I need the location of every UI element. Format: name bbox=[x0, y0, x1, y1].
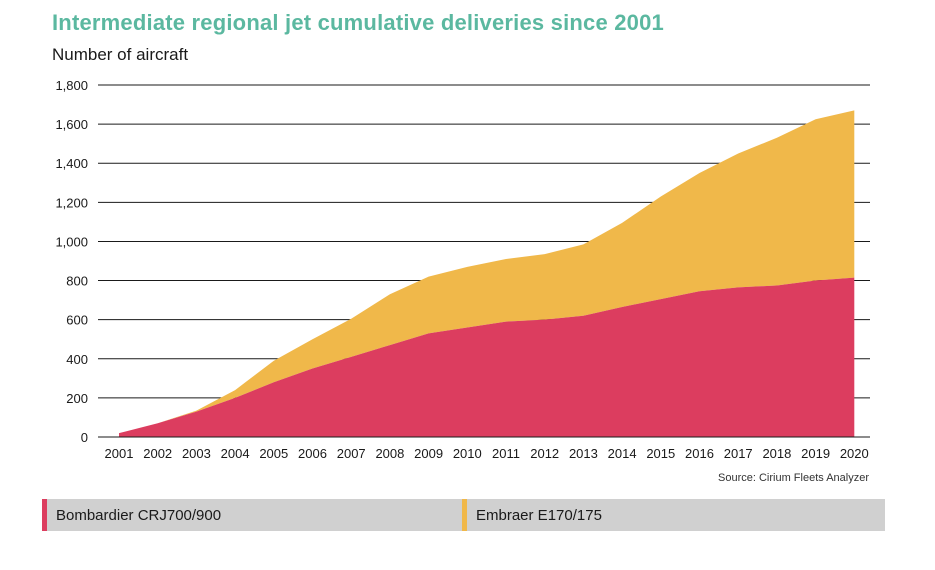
legend-item-bombardier: Bombardier CRJ700/900 bbox=[42, 499, 221, 531]
y-tick-label: 0 bbox=[81, 430, 88, 445]
x-tick-label: 2010 bbox=[453, 446, 482, 461]
x-tick-label: 2009 bbox=[414, 446, 443, 461]
x-tick-label: 2017 bbox=[724, 446, 753, 461]
x-tick-label: 2011 bbox=[492, 446, 520, 461]
x-tick-label: 2007 bbox=[337, 446, 366, 461]
x-tick-label: 2020 bbox=[840, 446, 869, 461]
y-tick-label: 200 bbox=[66, 391, 88, 406]
series-area-bombardier bbox=[119, 277, 855, 437]
y-tick-label: 1,400 bbox=[55, 156, 88, 171]
x-tick-label: 2002 bbox=[143, 446, 172, 461]
x-tick-label: 2013 bbox=[569, 446, 598, 461]
chart-title: Intermediate regional jet cumulative del… bbox=[52, 10, 664, 35]
y-tick-label: 1,800 bbox=[55, 78, 88, 93]
y-tick-label: 600 bbox=[66, 313, 88, 328]
x-tick-label: 2012 bbox=[530, 446, 559, 461]
y-tick-label: 1,000 bbox=[55, 234, 88, 249]
x-tick-label: 2001 bbox=[105, 446, 134, 461]
y-tick-label: 1,200 bbox=[55, 195, 88, 210]
x-tick-label: 2006 bbox=[298, 446, 327, 461]
x-tick-label: 2008 bbox=[375, 446, 404, 461]
series-area-embraer bbox=[119, 110, 855, 434]
y-tick-label: 1,600 bbox=[55, 117, 88, 132]
x-tick-label: 2014 bbox=[608, 446, 637, 461]
legend-label-embraer: Embraer E170/175 bbox=[476, 506, 602, 524]
area-chart: 0 200 400 600 800 1,000 1,200 1,400 1,600 1,800 20… bbox=[55, 78, 870, 461]
x-tick-label: 2015 bbox=[646, 446, 675, 461]
legend-swatch-bombardier bbox=[42, 499, 47, 531]
x-tick-label: 2003 bbox=[182, 446, 211, 461]
x-tick-label: 2019 bbox=[801, 446, 830, 461]
source-note: Source: Cirium Fleets Analyzer bbox=[718, 472, 869, 484]
x-tick-label: 2004 bbox=[221, 446, 250, 461]
y-axis-label: Number of aircraft bbox=[52, 45, 189, 64]
x-tick-label: 2016 bbox=[685, 446, 714, 461]
y-tick-label: 800 bbox=[66, 274, 88, 289]
x-tick-label: 2018 bbox=[762, 446, 791, 461]
legend-label-bombardier: Bombardier CRJ700/900 bbox=[56, 506, 222, 524]
legend: Bombardier CRJ700/900 Embraer E170/175 bbox=[42, 499, 885, 531]
y-tick-label: 400 bbox=[66, 352, 88, 367]
legend-swatch-embraer bbox=[462, 499, 467, 531]
x-tick-label: 2005 bbox=[259, 446, 288, 461]
legend-item-embraer: Embraer E170/175 bbox=[462, 499, 602, 531]
